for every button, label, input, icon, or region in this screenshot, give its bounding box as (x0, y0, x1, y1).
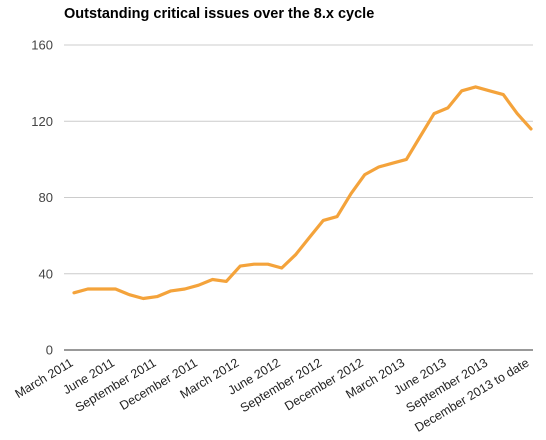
y-tick-label: 0 (46, 343, 53, 358)
series-group (72, 85, 533, 301)
y-tick-label: 80 (39, 190, 53, 205)
y-axis-ticks: 0 40 80 120 160 (31, 38, 53, 358)
y-tick-label: 40 (39, 266, 53, 281)
y-tick-label: 120 (31, 114, 53, 129)
y-tick-label: 160 (31, 38, 53, 53)
chart-title: Outstanding critical issues over the 8.x… (64, 6, 375, 22)
gridlines (64, 44, 533, 351)
series-line (72, 85, 533, 301)
